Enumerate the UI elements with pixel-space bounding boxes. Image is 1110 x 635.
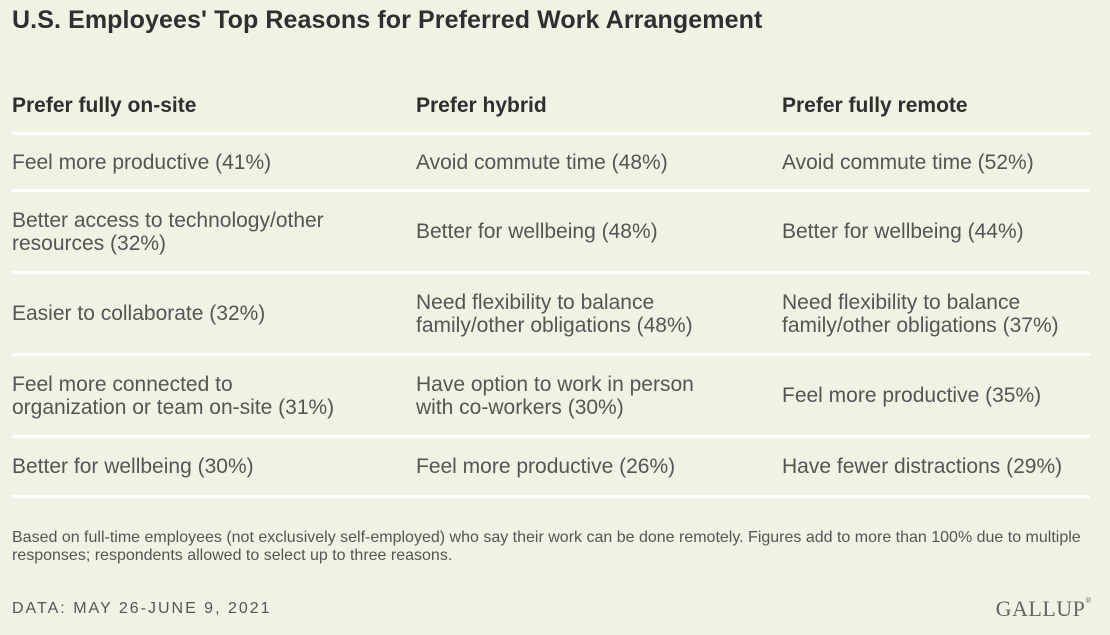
table-cell: Need flexibility to balance family/other… [782,291,1090,337]
table-cell: Have option to work in person with co-wo… [416,373,782,419]
cell-text-line: Feel more connected to [12,372,233,396]
cell-text-line: organization or team on-site (31%) [12,395,335,419]
table-cell: Better for wellbeing (44%) [782,220,1090,243]
table-cell: Avoid commute time (48%) [416,151,782,174]
table-cell: Feel more productive (41%) [12,151,416,174]
cell-text-line: Avoid commute time (52%) [782,150,1034,174]
table-cell: Better for wellbeing (30%) [12,455,416,478]
column-header: Prefer hybrid [416,93,547,117]
cell-text-line: Feel more productive (41%) [12,150,272,174]
cell-text-line: Better access to technology/other [12,208,324,232]
footnote: Based on full-time employees (not exclus… [12,529,1081,564]
table-header-row: Prefer fully on-site Prefer hybrid Prefe… [12,78,1090,135]
column-header: Prefer fully remote [782,93,968,117]
table-row: Better for wellbeing (30%) Feel more pro… [12,438,1090,498]
table-cell: Feel more connected to organization or t… [12,373,416,419]
cell-text-line: Avoid commute time (48%) [416,150,668,174]
cell-text-line: Better for wellbeing (44%) [782,220,1024,243]
table-cell: Need flexibility to balance family/other… [416,291,782,337]
cell-text-line: family/other obligations (37%) [782,313,1059,337]
table-cell: Easier to collaborate (32%) [12,302,416,325]
cell-text-line: family/other obligations (48%) [416,313,693,337]
cell-text-line: Have fewer distractions (29%) [782,455,1063,478]
cell-text-line: Need flexibility to balance [416,290,655,314]
reasons-table: Prefer fully on-site Prefer hybrid Prefe… [12,78,1090,498]
table-row: Better access to technology/other resour… [12,192,1090,274]
table-cell: Feel more productive (35%) [782,384,1090,407]
table-cell: Better access to technology/other resour… [12,209,416,255]
cell-text-line: Have option to work in person [416,372,694,396]
cell-text-line: Easier to collaborate (32%) [12,302,266,325]
data-source-date: DATA: MAY 26-JUNE 9, 2021 [12,600,272,617]
cell-text-line: Feel more productive (26%) [416,455,676,478]
cell-text-line: resources (32%) [12,231,167,255]
table-row: Feel more connected to organization or t… [12,356,1090,438]
table-cell: Have fewer distractions (29%) [782,455,1090,478]
gallup-logo: GALLUP® [996,596,1092,622]
cell-text-line: Better for wellbeing (48%) [416,220,658,243]
cell-text-line: Feel more productive (35%) [782,384,1042,407]
logo-text: GALLUP [995,596,1086,621]
cell-text-line: with co-workers (30%) [416,395,624,419]
table-cell: Better for wellbeing (48%) [416,220,782,243]
table-row: Easier to collaborate (32%) Need flexibi… [12,274,1090,356]
cell-text-line: Better for wellbeing (30%) [12,455,254,478]
cell-text-line: Need flexibility to balance [782,290,1021,314]
column-header: Prefer fully on-site [12,93,197,117]
table-row: Feel more productive (41%) Avoid commute… [12,135,1090,192]
registered-mark: ® [1085,596,1092,605]
table-cell: Feel more productive (26%) [416,455,782,478]
chart-title: U.S. Employees' Top Reasons for Preferre… [12,6,763,34]
table-cell: Avoid commute time (52%) [782,151,1090,174]
